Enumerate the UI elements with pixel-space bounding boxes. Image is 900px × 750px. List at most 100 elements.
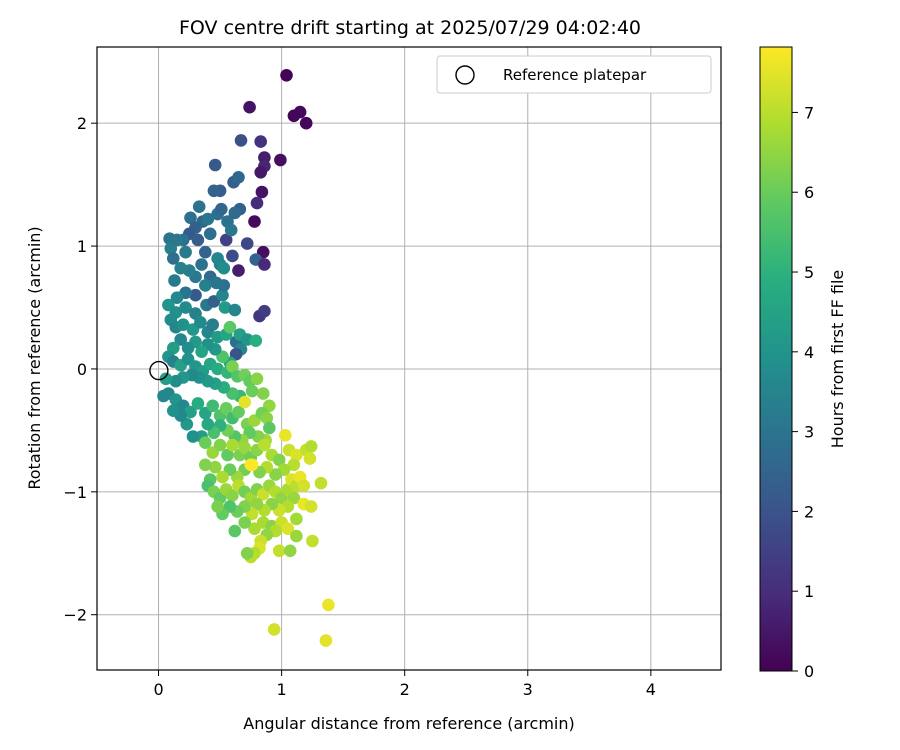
data-point [306,534,319,548]
data-point [279,429,292,442]
legend: Reference platepar [436,55,712,94]
data-point [184,405,197,419]
data-point [290,448,303,462]
x-tick-label: 0 [153,680,163,699]
y-tick-label: 0 [77,360,87,379]
data-point [250,497,264,511]
data-point [207,184,221,198]
x-tick-label: 1 [277,680,287,699]
data-point [258,438,271,452]
data-point [195,345,208,359]
data-point [213,438,227,452]
x-tick-label: 3 [523,680,533,699]
chart-title: FOV centre drift starting at 2025/07/29 … [179,17,641,39]
data-point [228,524,242,538]
data-point [234,134,248,147]
data-point [199,436,212,450]
data-point [174,261,187,275]
data-point [272,453,286,467]
data-point [170,291,184,305]
data-point [254,135,267,148]
data-point [195,258,208,271]
grid-lines [97,47,721,670]
colorbar: 0 1 2 3 4 5 6 7 Hours from first FF file [759,46,847,681]
colorbar-label: Hours from first FF file [828,270,847,449]
data-point [199,458,212,472]
data-point [215,202,228,216]
data-point [201,417,215,431]
data-point [240,237,254,250]
x-axis-ticks: 0 1 2 3 4 [153,670,656,699]
data-point [304,500,318,513]
data-point [297,479,311,493]
data-point [314,476,328,490]
data-point [174,333,187,346]
legend-entry-reference: Reference platepar [503,66,647,84]
data-point [206,399,219,413]
data-point [203,227,217,241]
data-point [219,402,233,415]
reference-marker [149,360,169,381]
colorbar-tick-label: 5 [804,263,814,282]
x-tick-label: 4 [646,680,656,699]
data-point [238,441,251,454]
data-point [283,544,297,558]
data-point [157,389,170,403]
data-point [169,374,183,388]
data-point [304,440,318,453]
colorbar-tick-label: 4 [804,343,814,362]
data-point [226,360,239,373]
colorbar-ticks: 0 1 2 3 4 5 6 7 [792,103,814,681]
data-point [211,500,224,513]
colorbar-tick-label: 7 [804,103,814,122]
y-tick-label: −2 [63,606,87,625]
data-point [167,404,180,418]
data-point [201,212,215,226]
legend-marker [455,65,475,85]
data-point [244,458,258,472]
data-point [211,252,224,265]
data-point [263,421,276,435]
data-point [224,223,238,237]
data-point [192,200,206,213]
plot-frame [96,46,722,671]
legend-box [436,55,712,94]
data-point [243,100,256,114]
data-point [290,529,303,543]
data-point [299,116,313,130]
data-point [269,468,282,481]
data-point [319,634,333,647]
data-point [248,522,261,535]
data-point [281,522,295,535]
data-point [181,341,195,355]
colorbar-tick-label: 3 [804,423,814,442]
data-point [238,395,251,409]
data-point [179,301,192,314]
data-point [272,544,286,558]
data-point [199,245,212,259]
y-axis-ticks: −2 −1 0 1 2 [63,114,97,625]
data-point [228,206,242,220]
data-point [250,372,264,386]
data-point [179,245,192,259]
data-point [226,489,239,502]
data-point [232,171,245,184]
data-point [254,166,267,179]
data-point [228,303,242,317]
data-point [226,438,239,452]
data-point [206,318,219,332]
colorbar-tick-label: 2 [804,502,814,521]
data-point [238,516,251,529]
data-point [216,470,229,484]
data-point [218,301,232,314]
data-point [290,512,303,526]
data-point [168,274,181,287]
data-point [232,405,245,419]
data-point [217,261,231,275]
data-point [249,334,263,348]
data-point [232,264,245,277]
data-point [223,320,237,334]
data-point [184,211,197,225]
data-point [303,452,317,465]
x-axis-label: Angular distance from reference (arcmin) [243,714,574,733]
